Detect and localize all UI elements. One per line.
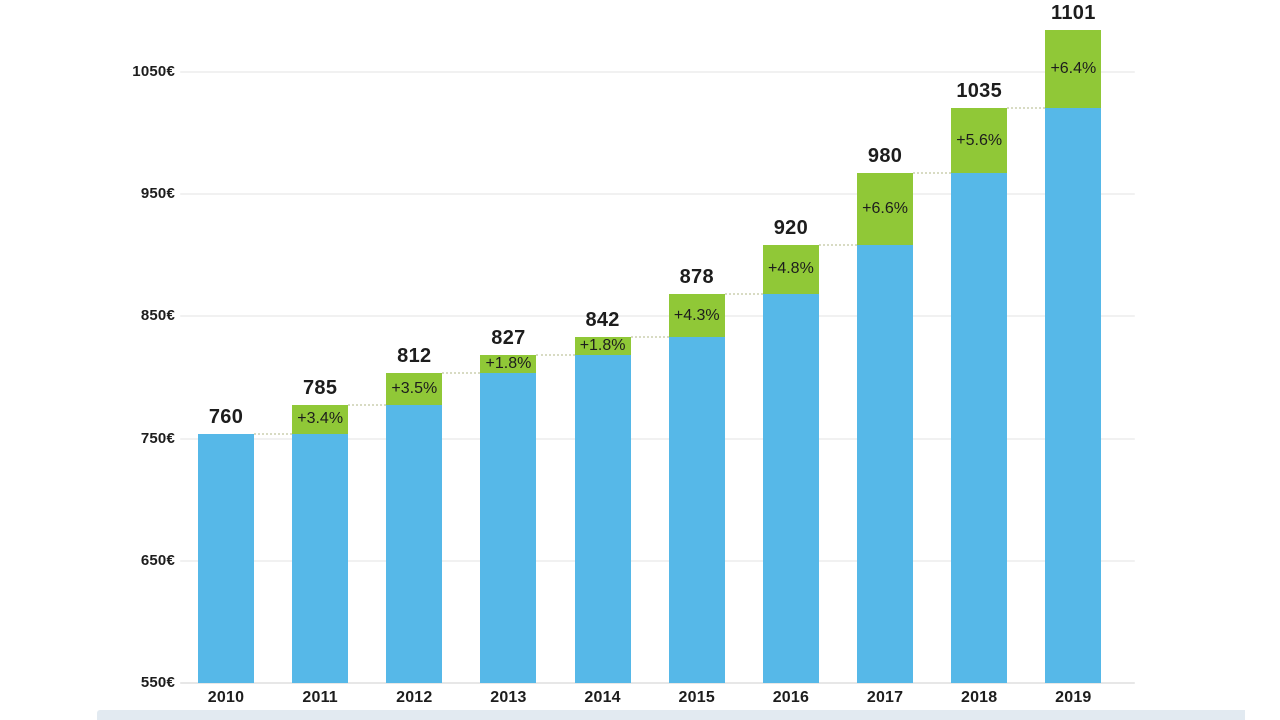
bar-2011: [292, 404, 349, 683]
connector-2015-2016: [724, 293, 763, 296]
bar-increase-segment-2017: [857, 173, 914, 245]
bar-increase-segment-2013: [480, 354, 537, 373]
x-axis-label-2017: 2017: [866, 689, 904, 706]
x-axis-label-2018: 2018: [960, 689, 998, 706]
bar-base-segment-2016: [762, 294, 819, 683]
x-axis-label-2012: 2012: [396, 689, 433, 706]
bar-increase-label-2018: +5.6%: [956, 131, 1003, 149]
bar-base-segment-2011: [292, 434, 349, 683]
y-axis-label-1050: 1050€: [132, 63, 175, 80]
bar-increase-segment-2014: [574, 336, 631, 355]
bar-base-segment-2018: [951, 173, 1008, 683]
bar-increase-label-2012: +3.5%: [391, 379, 438, 397]
bar-2019: [1045, 30, 1102, 683]
bar-increase-label-2019: +6.4%: [1050, 60, 1097, 78]
bottom-strip: [97, 710, 1245, 720]
connector-2014-2015: [630, 335, 669, 338]
bar-base-segment-2017: [857, 244, 914, 683]
bar-increase-segment-2018: [951, 108, 1008, 174]
bar-increase-label-2015: +4.3%: [673, 306, 720, 324]
y-axis-label-750: 750€: [140, 429, 175, 447]
gridline-950: [180, 193, 1135, 196]
bar-2013: [480, 354, 537, 683]
bar-base-segment-2013: [480, 372, 537, 683]
bar-base-segment-2014: [574, 354, 631, 683]
bar-increase-segment-2016: [762, 244, 819, 295]
gridline-1050: [180, 71, 1135, 73]
connector-2016-2017: [818, 243, 858, 246]
x-axis-label-2010: 2010: [207, 689, 245, 706]
bar-increase-segment-2019: [1045, 30, 1102, 109]
bar-base-segment-2010: [198, 434, 254, 683]
bar-increase-label-2013: +1.8%: [485, 354, 532, 372]
bar-value-label-2017: 980: [867, 145, 903, 168]
y-axis-label-550: 550€: [140, 674, 175, 691]
bar-increase-label-2011: +3.4%: [297, 410, 344, 428]
bar-value-label-2015: 878: [679, 266, 714, 289]
gridline-650: [180, 559, 1135, 562]
y-axis-label-950: 950€: [140, 185, 175, 203]
y-axis-label-850: 850€: [140, 307, 175, 325]
bar-base-segment-2015: [668, 336, 725, 683]
bar-2017: [857, 173, 914, 683]
bar-value-label-2013: 827: [491, 326, 526, 349]
bar-2015: [668, 294, 725, 683]
connector-2010-2011: [254, 433, 293, 436]
bar-increase-segment-2015: [668, 294, 725, 337]
bar-increase-segment-2012: [386, 372, 443, 405]
bar-increase-label-2017: +6.6%: [862, 200, 908, 217]
gridline-550: [180, 682, 1135, 684]
connector-2011-2012: [348, 403, 387, 406]
x-axis-label-2014: 2014: [584, 689, 621, 706]
bar-value-label-2011: 785: [303, 376, 338, 399]
x-axis-label-2019: 2019: [1055, 689, 1092, 706]
gridline-750: [180, 437, 1135, 440]
bar-value-label-2018: 1035: [956, 80, 1003, 103]
bar-2018: [951, 108, 1008, 683]
y-axis-label-650: 650€: [140, 551, 175, 569]
bar-value-label-2016: 920: [773, 216, 809, 239]
x-axis-label-2013: 2013: [490, 689, 527, 706]
connector-2012-2013: [442, 371, 481, 374]
bar-base-segment-2019: [1045, 108, 1102, 683]
x-axis-label-2015: 2015: [678, 689, 715, 706]
bar-value-label-2014: 842: [585, 308, 620, 331]
x-axis-label-2011: 2011: [302, 689, 338, 706]
bar-value-label-2010: 760: [208, 406, 244, 429]
connector-2018-2019: [1007, 107, 1046, 110]
bar-increase-segment-2011: [292, 404, 349, 435]
bar-2016: [762, 244, 819, 683]
bar-value-label-2012: 812: [397, 344, 432, 367]
bar-value-label-2019: 1101: [1051, 2, 1096, 25]
connector-2013-2014: [536, 353, 575, 356]
bar-2014: [574, 336, 631, 683]
bar-base-segment-2012: [386, 404, 443, 683]
bar-2010: [198, 434, 254, 683]
gridline-850: [180, 315, 1135, 318]
bar-increase-label-2014: +1.8%: [579, 336, 626, 354]
bar-2012: [386, 372, 443, 683]
bar-increase-label-2016: +4.8%: [767, 260, 814, 278]
connector-2017-2018: [913, 172, 952, 175]
x-axis-label-2016: 2016: [772, 689, 810, 706]
